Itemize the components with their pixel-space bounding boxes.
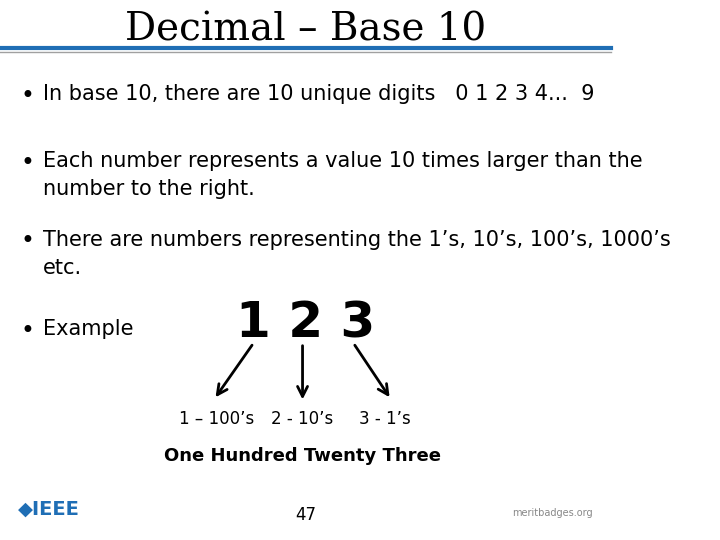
Text: 3 - 1’s: 3 - 1’s (359, 409, 411, 428)
Text: 1 2 3: 1 2 3 (236, 300, 375, 348)
Text: meritbadges.org: meritbadges.org (512, 508, 593, 518)
Text: Each number represents a value 10 times larger than the
number to the right.: Each number represents a value 10 times … (42, 151, 642, 199)
Text: There are numbers representing the 1’s, 10’s, 100’s, 1000’s
etc.: There are numbers representing the 1’s, … (42, 230, 670, 278)
Text: Decimal – Base 10: Decimal – Base 10 (125, 11, 486, 48)
Text: Example: Example (42, 319, 133, 339)
Text: In base 10, there are 10 unique digits   0 1 2 3 4...  9: In base 10, there are 10 unique digits 0… (42, 84, 594, 104)
Text: 2 - 10’s: 2 - 10’s (271, 409, 333, 428)
Text: •: • (21, 230, 35, 253)
Text: •: • (21, 84, 35, 107)
Text: •: • (21, 151, 35, 175)
Text: 1 – 100’s: 1 – 100’s (179, 409, 255, 428)
Text: ◆IEEE: ◆IEEE (18, 500, 80, 518)
Text: •: • (21, 319, 35, 342)
Text: One Hundred Twenty Three: One Hundred Twenty Three (164, 447, 441, 465)
Text: 47: 47 (295, 506, 316, 524)
